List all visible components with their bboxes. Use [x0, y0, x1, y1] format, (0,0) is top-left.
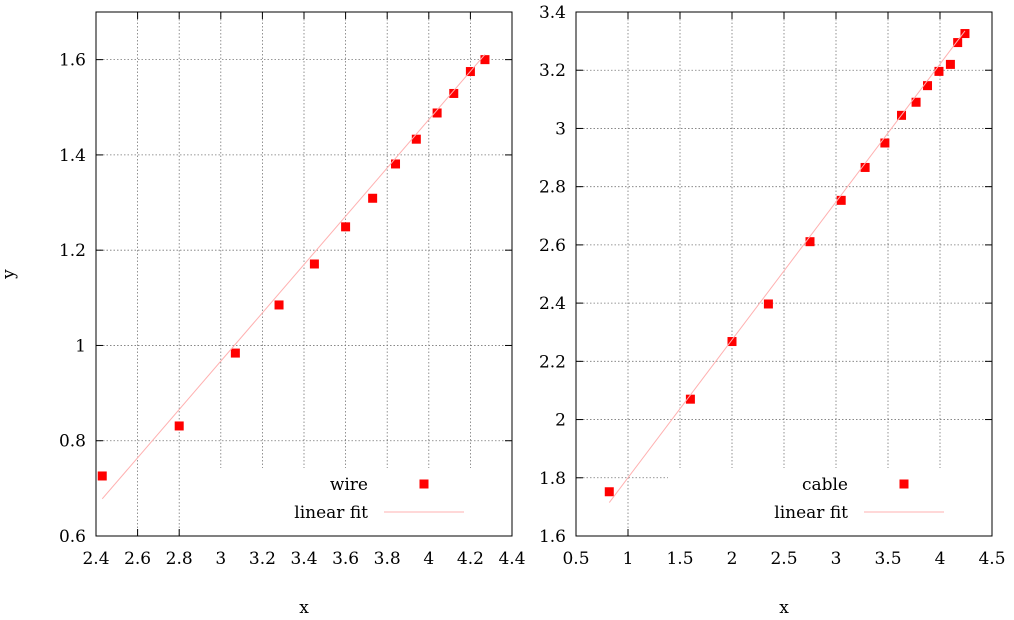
x-tick-label: 4 — [935, 549, 946, 569]
x-tick-label: 4.4 — [498, 549, 525, 569]
legend-label: wire — [330, 475, 368, 495]
data-point — [923, 81, 933, 91]
y-tick-label: 2.2 — [539, 352, 566, 372]
x-tick-label: 0.5 — [562, 549, 589, 569]
y-tick-label: 0.8 — [59, 432, 86, 452]
plot-frame — [575, 11, 993, 537]
y-tick-label: 3 — [555, 119, 566, 139]
y-tick-label: 1.6 — [59, 51, 86, 71]
y-tick-label: 2.6 — [539, 236, 566, 256]
data-point — [480, 55, 490, 65]
x-tick-label: 2.5 — [770, 549, 797, 569]
x-tick-label: 3.2 — [249, 549, 276, 569]
y-axis-title: y — [0, 269, 19, 280]
data-point — [945, 59, 955, 69]
x-tick-label: 2.4 — [82, 549, 109, 569]
legend-label: linear fit — [294, 503, 368, 523]
y-tick-label: 2.4 — [539, 294, 566, 314]
x-tick-label: 2.8 — [166, 549, 193, 569]
x-tick-label: 1.5 — [666, 549, 693, 569]
data-point — [727, 337, 737, 347]
data-point — [880, 138, 890, 148]
legend-label: cable — [802, 475, 848, 495]
y-tick-label: 1.6 — [539, 527, 566, 547]
x-tick-label: 4.2 — [457, 549, 484, 569]
x-axis-title: x — [779, 598, 789, 618]
y-tick-label: 3.2 — [539, 61, 566, 81]
data-point — [449, 88, 459, 98]
data-point — [274, 300, 284, 310]
x-tick-label: 3 — [215, 549, 226, 569]
y-tick-label: 1.4 — [59, 146, 86, 166]
data-point — [934, 66, 944, 76]
data-point — [836, 195, 846, 205]
y-tick-label: 1 — [75, 336, 86, 356]
x-tick-label: 4 — [423, 549, 434, 569]
data-point — [368, 193, 378, 203]
plot-frame — [95, 11, 513, 537]
data-point — [230, 348, 240, 358]
x-tick-label: 4.5 — [978, 549, 1005, 569]
legend-marker — [419, 479, 429, 489]
fit-line — [101, 54, 486, 500]
data-point — [97, 471, 107, 481]
data-point — [953, 38, 963, 48]
x-tick-label: 2.6 — [124, 549, 151, 569]
legend-label: linear fit — [774, 503, 848, 523]
data-point — [685, 394, 695, 404]
data-point — [960, 29, 970, 39]
data-point — [391, 159, 401, 169]
y-tick-label: 3.4 — [539, 3, 566, 23]
x-tick-label: 3.5 — [874, 549, 901, 569]
x-tick-label: 3.8 — [374, 549, 401, 569]
data-point — [411, 134, 421, 144]
y-tick-label: 1.8 — [539, 469, 566, 489]
legend-background — [668, 468, 992, 536]
data-point — [341, 222, 351, 232]
data-point — [860, 162, 870, 172]
x-tick-label: 3.4 — [290, 549, 317, 569]
x-tick-label: 2 — [727, 549, 738, 569]
y-tick-label: 1.2 — [59, 241, 86, 261]
data-point — [309, 259, 319, 269]
x-tick-label: 3.6 — [332, 549, 359, 569]
data-point — [174, 421, 184, 431]
legend-background — [212, 468, 512, 536]
data-point — [604, 487, 614, 497]
x-tick-label: 3 — [831, 549, 842, 569]
x-tick-label: 1 — [623, 549, 634, 569]
chart-cable: 0.5 1 1.5 2 2.5 3 3.5 4 4.5 1.6 1.8 2 2.2 2.4 2.6 2.8 3 3… — [539, 3, 1006, 618]
y-tick-label: 0.6 — [59, 527, 86, 547]
x-axis-title: x — [299, 598, 309, 618]
legend-marker — [899, 479, 909, 489]
chart-wire: 2.4 2.6 2.8 3 3.2 3.4 3.6 3.8 4 4.2 4.4 0.6 0.8 1 1.2 1… — [0, 11, 526, 618]
data-point — [911, 97, 921, 107]
data-point — [805, 237, 815, 247]
data-point — [763, 299, 773, 309]
fit-line — [608, 30, 966, 503]
y-tick-label: 2.8 — [539, 178, 566, 198]
data-point — [432, 108, 442, 118]
y-tick-label: 2 — [555, 411, 566, 431]
